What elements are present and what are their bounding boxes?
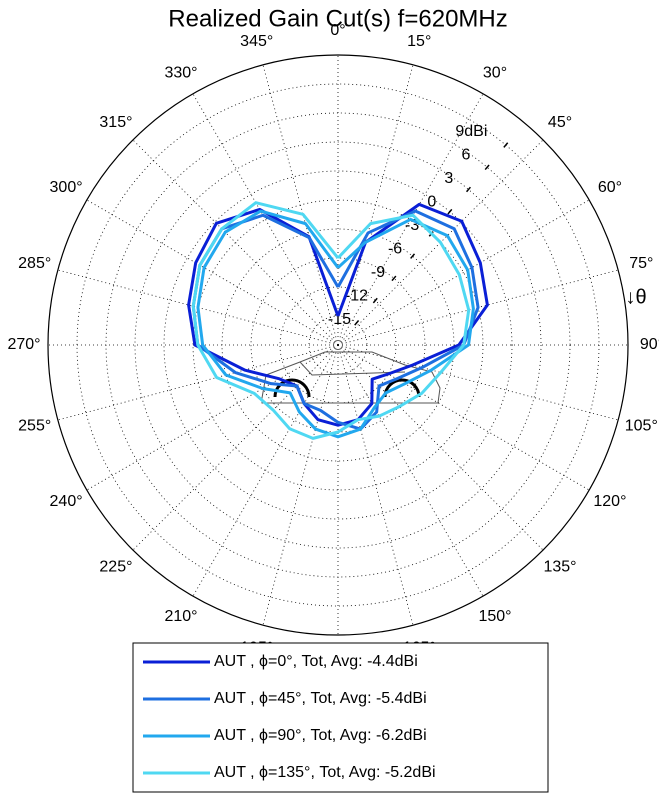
theta-tick-label: 0° bbox=[330, 22, 345, 39]
curves bbox=[187, 201, 489, 440]
chart-title: Realized Gain Cut(s) f=620MHz bbox=[168, 5, 507, 32]
theta-tick-label: 270° bbox=[7, 336, 40, 353]
theta-tick-label: 60° bbox=[598, 179, 622, 196]
theta-tick-label: 225° bbox=[99, 558, 132, 575]
theta-tick-label: 15° bbox=[407, 33, 431, 50]
spoke-line bbox=[337, 344, 590, 491]
r-tick-mark bbox=[354, 320, 360, 326]
legend: AUT , ϕ=0°, Tot, Avg: -4.4dBi AUT , ϕ=45°… bbox=[143, 653, 436, 781]
theta-tick-label: 30° bbox=[483, 64, 507, 81]
spoke-line bbox=[262, 344, 339, 626]
spoke-line bbox=[262, 64, 339, 346]
r-tick-label: 0 bbox=[427, 193, 436, 210]
car-outline bbox=[261, 351, 441, 404]
r-tick-mark bbox=[484, 164, 490, 171]
spoke-line bbox=[337, 344, 484, 597]
spoke-line bbox=[132, 139, 339, 346]
series-line bbox=[187, 202, 489, 427]
theta-tick-label: 90° bbox=[640, 336, 659, 353]
series-line bbox=[196, 209, 475, 439]
theta-tick-label: 285° bbox=[18, 255, 51, 272]
legend-label: AUT , ϕ=135°, Tot, Avg: -5.2dBi bbox=[214, 764, 436, 781]
theta-tick-label: 315° bbox=[99, 114, 132, 131]
car-wheel bbox=[383, 378, 421, 398]
r-tick-label: -12 bbox=[345, 287, 368, 304]
series-line bbox=[191, 201, 471, 440]
legend-label: AUT , ϕ=45°, Tot, Avg: -5.4dBi bbox=[214, 690, 427, 707]
spoke-line bbox=[192, 93, 339, 346]
ring-line bbox=[105, 112, 571, 578]
r-tick-mark bbox=[391, 275, 397, 282]
r-tick-label: 6 bbox=[461, 147, 470, 164]
r-tick-label: 3 bbox=[444, 170, 453, 187]
spoke-line bbox=[337, 344, 414, 626]
theta-label: ↓θ bbox=[625, 286, 646, 308]
theta-tick-label: 45° bbox=[548, 114, 572, 131]
r-tick-label: -9 bbox=[371, 264, 385, 281]
spoke-line bbox=[132, 344, 339, 551]
legend-label: AUT , ϕ=90°, Tot, Avg: -6.2dBi bbox=[214, 727, 427, 744]
ring-line bbox=[76, 83, 600, 607]
r-tick-label: -6 bbox=[388, 240, 402, 257]
theta-tick-label: 105° bbox=[625, 417, 658, 434]
theta-tick-label: 345° bbox=[240, 33, 273, 50]
theta-tick-label: 240° bbox=[50, 493, 83, 510]
ring-line bbox=[221, 228, 455, 462]
ring-line bbox=[163, 170, 513, 520]
theta-tick-label: 75° bbox=[629, 255, 653, 272]
spoke-line bbox=[192, 344, 339, 597]
legend-box bbox=[132, 642, 549, 793]
outer-ring bbox=[47, 54, 629, 636]
r-tick-mark bbox=[372, 297, 378, 304]
r-tick-mark bbox=[410, 253, 416, 259]
spoke-line bbox=[337, 199, 590, 346]
theta-tick-label: 135° bbox=[543, 558, 576, 575]
r-tick-mark bbox=[447, 208, 453, 215]
spoke-line bbox=[86, 199, 339, 346]
r-tick-mark bbox=[465, 186, 471, 193]
legend-label: AUT , ϕ=0°, Tot, Avg: -4.4dBi bbox=[214, 653, 418, 670]
ring-line bbox=[192, 199, 484, 491]
theta-tick-label: 300° bbox=[50, 179, 83, 196]
theta-tick-label: 150° bbox=[478, 608, 511, 625]
theta-tick-label: 120° bbox=[593, 493, 626, 510]
spoke-line bbox=[337, 344, 619, 421]
r-tick-mark bbox=[503, 142, 509, 148]
theta-tick-label: 255° bbox=[18, 417, 51, 434]
spoke-line bbox=[86, 344, 339, 491]
r-tick-label: -15 bbox=[328, 311, 351, 328]
theta-tick-label: 330° bbox=[164, 64, 197, 81]
spoke-line bbox=[57, 344, 339, 421]
grid: 0°15°30°45°60°75°90°105°120°135°150°165°… bbox=[7, 22, 659, 667]
spoke-line bbox=[337, 344, 544, 551]
r-tick-label: 9dBi bbox=[455, 123, 487, 140]
car-body bbox=[261, 351, 441, 404]
theta-tick-label: 210° bbox=[164, 608, 197, 625]
car-window bbox=[299, 361, 406, 376]
ring-line bbox=[134, 141, 542, 549]
